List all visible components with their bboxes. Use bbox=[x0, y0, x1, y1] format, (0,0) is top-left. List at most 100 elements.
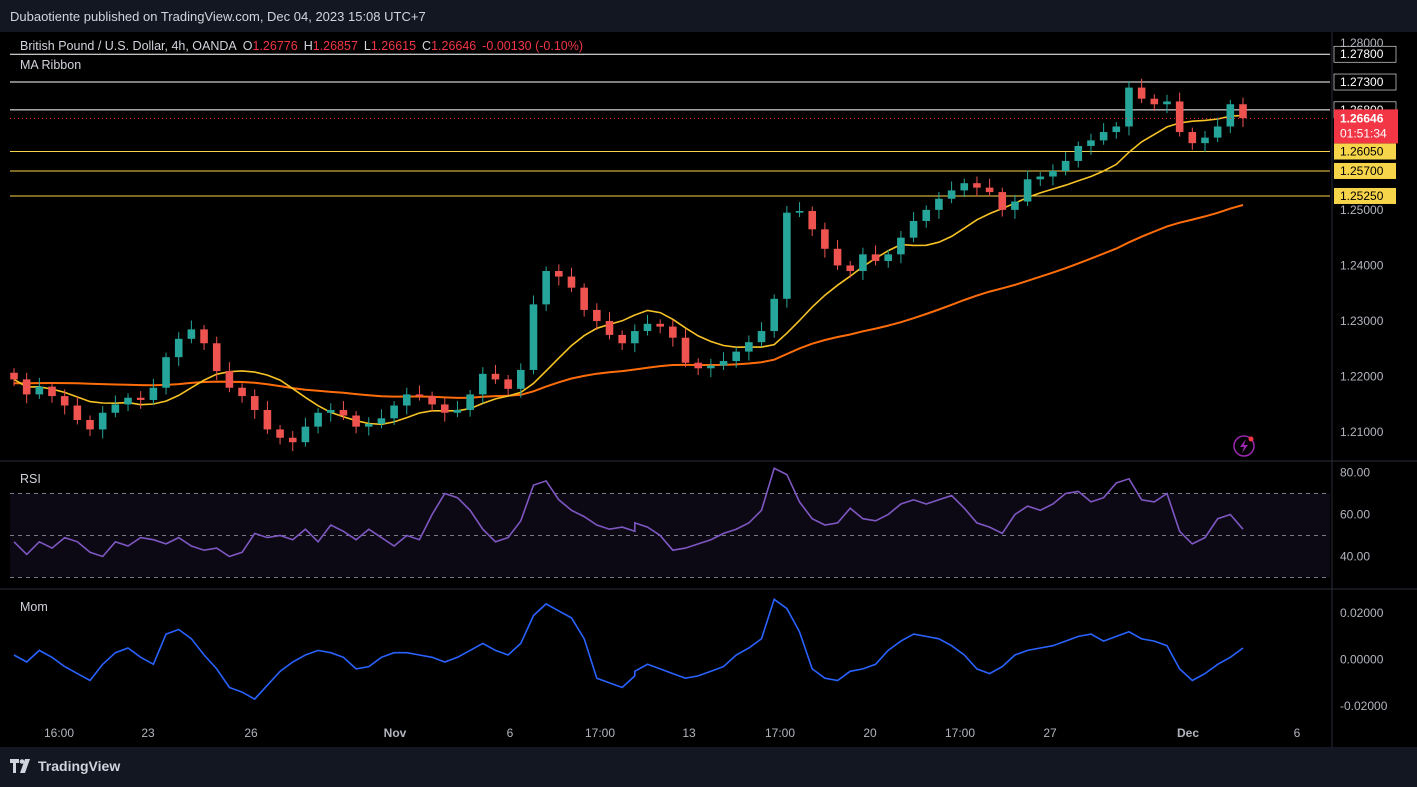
candle-body bbox=[288, 437, 297, 443]
momentum-tick-label: 0.02000 bbox=[1340, 606, 1384, 620]
candle-body bbox=[593, 309, 601, 322]
candle-body bbox=[187, 329, 196, 339]
time-axis-label: 26 bbox=[244, 726, 258, 740]
rsi-line bbox=[13, 467, 1244, 558]
candle-body bbox=[1137, 87, 1146, 99]
candle-body bbox=[694, 362, 702, 369]
candle-body bbox=[1011, 201, 1019, 210]
candle-body bbox=[10, 372, 18, 380]
candle-body bbox=[225, 371, 234, 388]
high-key: H bbox=[303, 39, 313, 53]
low-value: 1.26615 bbox=[370, 39, 417, 53]
candle-body bbox=[428, 396, 436, 405]
candle-body bbox=[60, 396, 69, 406]
alert-dot-icon bbox=[1248, 436, 1254, 442]
candle-body bbox=[263, 409, 272, 430]
candle-body bbox=[998, 192, 1007, 210]
candle-body bbox=[1061, 160, 1070, 171]
tradingview-logo[interactable]: TradingView bbox=[10, 758, 120, 774]
candle-body bbox=[73, 405, 82, 420]
candle-body bbox=[1213, 126, 1222, 138]
candle-body bbox=[402, 394, 411, 406]
open-value: 1.26776 bbox=[252, 39, 298, 53]
candle-body bbox=[440, 404, 449, 413]
momentum-line bbox=[13, 597, 1244, 701]
bottom-bar bbox=[0, 747, 1417, 787]
chart-canvas[interactable]: 1.278001.273001.268001.260501.257001.252… bbox=[0, 32, 1417, 747]
candle-body bbox=[580, 287, 588, 310]
rsi-label[interactable]: RSI bbox=[20, 472, 41, 486]
candle-body bbox=[631, 331, 639, 344]
tradingview-logo-icon bbox=[10, 759, 30, 773]
candle-body bbox=[1049, 170, 1057, 177]
time-axis-label: 13 bbox=[682, 726, 696, 740]
level-price-tag bbox=[1334, 143, 1396, 160]
candle-body bbox=[846, 265, 855, 272]
candle-body bbox=[466, 394, 474, 410]
level-price-label: 1.25700 bbox=[1340, 164, 1384, 178]
candle-body bbox=[238, 387, 246, 397]
candle-body bbox=[276, 429, 284, 438]
price-tick-label: 1.25000 bbox=[1340, 203, 1384, 217]
candle-body bbox=[795, 210, 804, 213]
price-tick-label: 1.23000 bbox=[1340, 314, 1384, 328]
candle-body bbox=[352, 415, 360, 427]
time-axis-label: Dec bbox=[1177, 726, 1199, 740]
rsi-band-fill bbox=[10, 493, 1330, 578]
lightning-bolt-icon bbox=[1240, 439, 1248, 453]
candle-body bbox=[770, 298, 779, 332]
candle-body bbox=[415, 394, 424, 397]
candle-body bbox=[859, 254, 867, 272]
candle-body bbox=[567, 276, 576, 288]
candle-body bbox=[529, 304, 538, 370]
time-axis-label: 23 bbox=[141, 726, 155, 740]
candle-body bbox=[478, 373, 487, 395]
candle-body bbox=[98, 412, 107, 430]
candle-body bbox=[339, 409, 348, 416]
candle-body bbox=[1036, 176, 1045, 180]
candle-body bbox=[86, 419, 94, 430]
candle-body bbox=[960, 183, 969, 191]
low-key: L bbox=[363, 39, 371, 53]
candle-body bbox=[922, 209, 931, 221]
candle-body bbox=[377, 418, 386, 424]
symbol-title[interactable]: British Pound / U.S. Dollar, 4h, OANDA bbox=[20, 39, 237, 53]
momentum-label[interactable]: Mom bbox=[20, 600, 48, 614]
candle-body bbox=[1125, 87, 1133, 127]
candle-body bbox=[314, 412, 322, 427]
candle-body bbox=[149, 387, 158, 400]
candle-body bbox=[555, 271, 563, 277]
candle-body bbox=[212, 343, 221, 372]
candle-body bbox=[707, 365, 715, 369]
candle-body bbox=[162, 357, 170, 388]
price-tick-label: 1.28000 bbox=[1340, 36, 1384, 50]
candle-body bbox=[897, 237, 905, 255]
candle-body bbox=[301, 426, 310, 443]
candle-body bbox=[681, 337, 690, 363]
close-value: 1.26646 bbox=[431, 39, 477, 53]
time-axis-label: 17:00 bbox=[585, 726, 615, 740]
time-axis-label: 6 bbox=[1294, 726, 1301, 740]
time-axis-label: 17:00 bbox=[945, 726, 975, 740]
candle-body bbox=[1188, 132, 1197, 144]
candle-body bbox=[35, 386, 44, 395]
open-key: O bbox=[242, 39, 253, 53]
candle-body bbox=[1175, 101, 1184, 133]
ma-ribbon-label[interactable]: MA Ribbon bbox=[20, 58, 82, 72]
last-price-label: 1.26646 bbox=[1340, 111, 1384, 125]
change-value: -0.00130 (-0.10%) bbox=[482, 39, 584, 53]
tradingview-brand: TradingView bbox=[38, 758, 121, 774]
candle-body bbox=[174, 338, 183, 358]
last-price-tag bbox=[1334, 109, 1398, 144]
momentum-tick-label: 0.00000 bbox=[1340, 653, 1384, 667]
candle-body bbox=[504, 379, 512, 389]
candle-body bbox=[669, 326, 677, 338]
candle-body bbox=[833, 248, 842, 266]
candle-body bbox=[326, 409, 335, 413]
time-axis-label: 27 bbox=[1043, 726, 1057, 740]
level-price-tag bbox=[1333, 73, 1397, 91]
top-bar bbox=[0, 0, 1417, 32]
candle-body bbox=[935, 198, 943, 210]
candle-body bbox=[1087, 140, 1095, 146]
time-axis-label: 6 bbox=[507, 726, 514, 740]
